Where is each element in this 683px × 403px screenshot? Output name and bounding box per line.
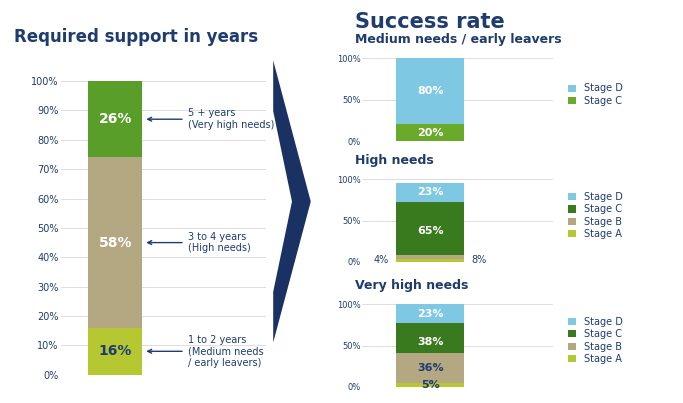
Text: 65%: 65% xyxy=(417,226,443,235)
Text: 80%: 80% xyxy=(417,86,443,96)
Text: Very high needs: Very high needs xyxy=(355,279,469,292)
Bar xyxy=(396,256,464,259)
Bar xyxy=(396,259,464,262)
Bar xyxy=(396,383,464,387)
Text: 36%: 36% xyxy=(417,363,443,373)
Bar xyxy=(396,183,464,202)
Legend: Stage D, Stage C, Stage B, Stage A: Stage D, Stage C, Stage B, Stage A xyxy=(568,192,623,239)
Text: 58%: 58% xyxy=(98,236,132,249)
Text: Medium needs / early leavers: Medium needs / early leavers xyxy=(355,33,562,46)
Text: 4%: 4% xyxy=(374,255,389,265)
Text: 3 to 4 years
(High needs): 3 to 4 years (High needs) xyxy=(148,232,251,253)
Text: 23%: 23% xyxy=(417,309,443,319)
Text: 1 to 2 years
(Medium needs
/ early leavers): 1 to 2 years (Medium needs / early leave… xyxy=(148,334,263,368)
Legend: Stage D, Stage C: Stage D, Stage C xyxy=(568,83,623,106)
Text: 26%: 26% xyxy=(99,112,132,126)
Bar xyxy=(396,58,464,125)
Bar xyxy=(396,304,464,323)
Text: Required support in years: Required support in years xyxy=(14,28,257,46)
Bar xyxy=(396,202,464,256)
Text: 23%: 23% xyxy=(417,187,443,197)
Bar xyxy=(396,125,464,141)
Text: 16%: 16% xyxy=(99,344,132,358)
Text: 5 + years
(Very high needs): 5 + years (Very high needs) xyxy=(148,108,274,130)
Text: Success rate: Success rate xyxy=(355,12,505,32)
Bar xyxy=(88,158,142,328)
Legend: Stage D, Stage C, Stage B, Stage A: Stage D, Stage C, Stage B, Stage A xyxy=(568,317,623,364)
Bar xyxy=(396,323,464,353)
Text: High needs: High needs xyxy=(355,154,434,167)
Text: 5%: 5% xyxy=(421,380,440,390)
Bar xyxy=(88,81,142,158)
Text: 20%: 20% xyxy=(417,128,443,138)
Text: 8%: 8% xyxy=(471,255,486,265)
Text: 38%: 38% xyxy=(417,337,443,347)
Polygon shape xyxy=(273,60,311,343)
Bar xyxy=(88,328,142,375)
Bar xyxy=(396,353,464,383)
